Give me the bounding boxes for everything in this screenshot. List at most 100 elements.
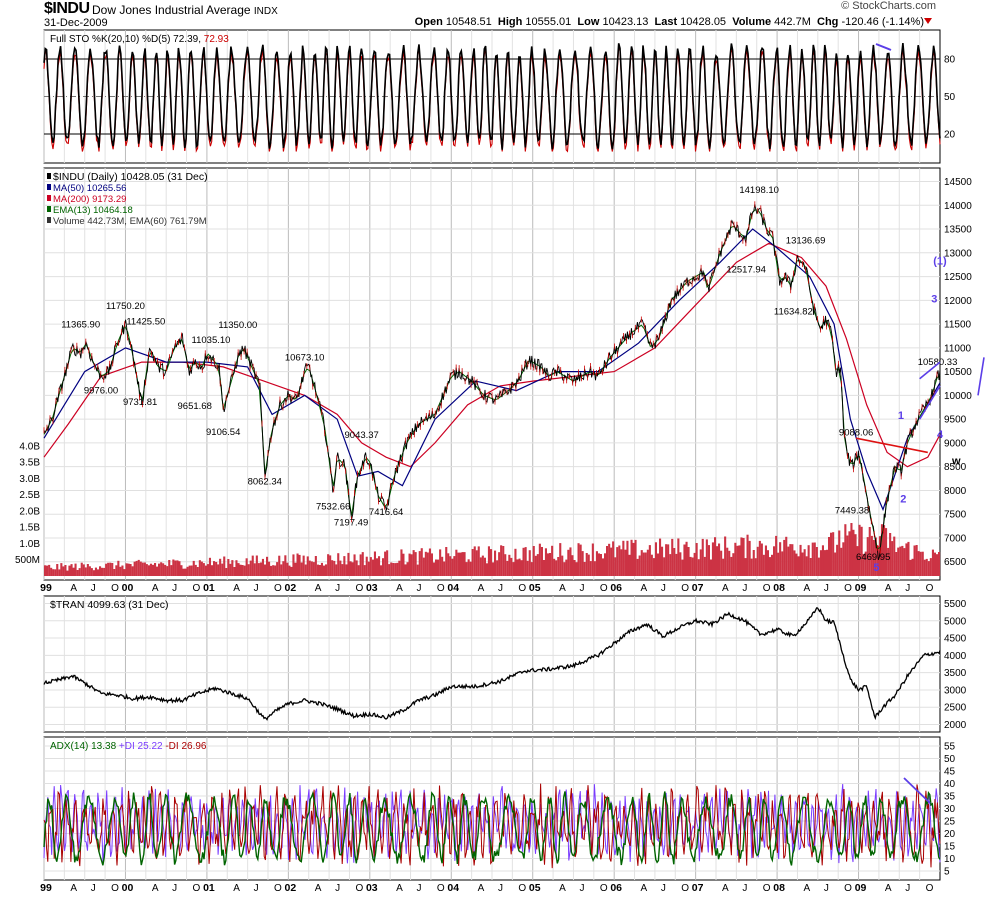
- index-name: Dow Jones Industrial Average INDX: [92, 3, 278, 17]
- volume-bar: [143, 562, 146, 576]
- volume-bar: [565, 559, 568, 576]
- volume-bar: [549, 553, 552, 576]
- volume-bar: [762, 554, 765, 576]
- volume-bar: [573, 560, 576, 576]
- volume-bar: [349, 561, 352, 576]
- volume-bar: [180, 565, 183, 576]
- x-axis-label: 08: [773, 582, 785, 594]
- volume-bar: [834, 552, 837, 576]
- x-axis-label: 09: [855, 582, 867, 594]
- volume-bar: [302, 555, 305, 576]
- volume-bar: [819, 550, 822, 576]
- volume-bar: [282, 561, 285, 576]
- volume-bar: [577, 543, 580, 576]
- x-axis-label: O: [681, 583, 689, 594]
- x-axis-label: O: [926, 883, 934, 894]
- volume-bar: [915, 545, 918, 576]
- volume-bar: [107, 562, 110, 576]
- price-y-tick-label: 14500: [944, 177, 972, 188]
- volume-bar: [243, 565, 246, 576]
- volume-bar: [656, 553, 659, 576]
- volume-bar: [481, 555, 484, 576]
- volume-bar: [141, 562, 144, 576]
- volume-bar: [64, 565, 67, 576]
- volume-bar: [380, 565, 383, 576]
- price-annotation: 11750.20: [106, 301, 145, 312]
- volume-bar: [56, 564, 59, 576]
- open-label: Open: [414, 16, 443, 28]
- volume-bar: [538, 543, 541, 576]
- volume-bar: [72, 567, 75, 576]
- volume-bar: [540, 547, 543, 576]
- price-y-tick-label: 10000: [944, 391, 972, 402]
- volume-bar: [714, 537, 717, 576]
- adx-y-tick-label: 40: [944, 779, 956, 790]
- x-axis-label: A: [803, 883, 810, 894]
- volume-bar: [891, 541, 894, 576]
- x-axis-label: 01: [203, 882, 215, 894]
- x-axis-label: 99: [40, 882, 52, 894]
- volume-bar: [874, 537, 877, 576]
- legend-swatch: [47, 184, 51, 190]
- volume-bar: [255, 555, 258, 576]
- price-annotation: 7197.49: [334, 518, 368, 529]
- volume-bar: [449, 556, 452, 576]
- tran-y-tick-label: 3000: [944, 685, 967, 696]
- volume-bar: [247, 564, 250, 576]
- brand-logo[interactable]: © StockCharts.com: [841, 0, 936, 12]
- volume-bar: [390, 562, 393, 576]
- volume-bar: [868, 527, 871, 576]
- adx-legend-item: +DI 25.22: [116, 741, 163, 752]
- volume-bar: [312, 562, 315, 576]
- price-annotation: 11035.10: [192, 335, 231, 346]
- price-y-tick-label: 8000: [944, 486, 967, 497]
- price-annotation: 10580.33: [918, 357, 958, 368]
- x-axis-label: A: [559, 583, 566, 594]
- volume-bar: [333, 560, 336, 576]
- volume-bar: [893, 536, 896, 576]
- price-legend-item: EMA(13) 10464.18: [53, 205, 133, 216]
- volume-bar: [378, 556, 381, 576]
- volume-bar: [750, 558, 753, 576]
- x-axis-label: A: [396, 883, 403, 894]
- price-y-tick-label: 7000: [944, 533, 967, 544]
- volume-bar: [99, 566, 102, 576]
- x-axis-label: J: [498, 883, 503, 894]
- volume-bar: [300, 562, 303, 576]
- volume-bar: [510, 557, 513, 576]
- volume-bar: [569, 547, 572, 576]
- volume-bar: [734, 542, 737, 576]
- volume-value: 442.7M: [774, 16, 811, 28]
- wave-label: 3: [931, 294, 937, 306]
- adx-y-tick-label: 15: [944, 842, 956, 853]
- volume-bar: [720, 550, 723, 576]
- volume-bar: [919, 551, 922, 576]
- volume-bar: [500, 545, 503, 576]
- volume-bar: [683, 544, 686, 576]
- volume-bar: [418, 551, 421, 576]
- volume-bar: [494, 550, 497, 576]
- volume-bar: [156, 566, 159, 576]
- volume-bar: [66, 570, 69, 576]
- volume-bar: [457, 552, 460, 576]
- volume-bar: [80, 562, 83, 576]
- x-axis-label: J: [91, 883, 96, 894]
- index-full-name: Dow Jones Industrial Average: [92, 3, 251, 17]
- volume-bar: [862, 553, 865, 576]
- volume-bar: [166, 566, 169, 576]
- volume-bar: [524, 547, 527, 576]
- volume-bar: [351, 562, 354, 576]
- volume-bar: [758, 540, 761, 576]
- price-y-tick-label: 7500: [944, 510, 967, 521]
- volume-bar: [842, 542, 845, 576]
- volume-bar: [536, 554, 539, 576]
- x-axis-label: 08: [773, 882, 785, 894]
- volume-bar: [779, 542, 782, 576]
- volume-bar: [504, 554, 507, 576]
- volume-bar: [620, 549, 623, 576]
- volume-bar: [667, 544, 670, 576]
- x-axis-label: 04: [447, 882, 459, 894]
- volume-bar: [471, 549, 474, 576]
- volume-bar: [648, 545, 651, 576]
- x-axis-label: O: [763, 883, 771, 894]
